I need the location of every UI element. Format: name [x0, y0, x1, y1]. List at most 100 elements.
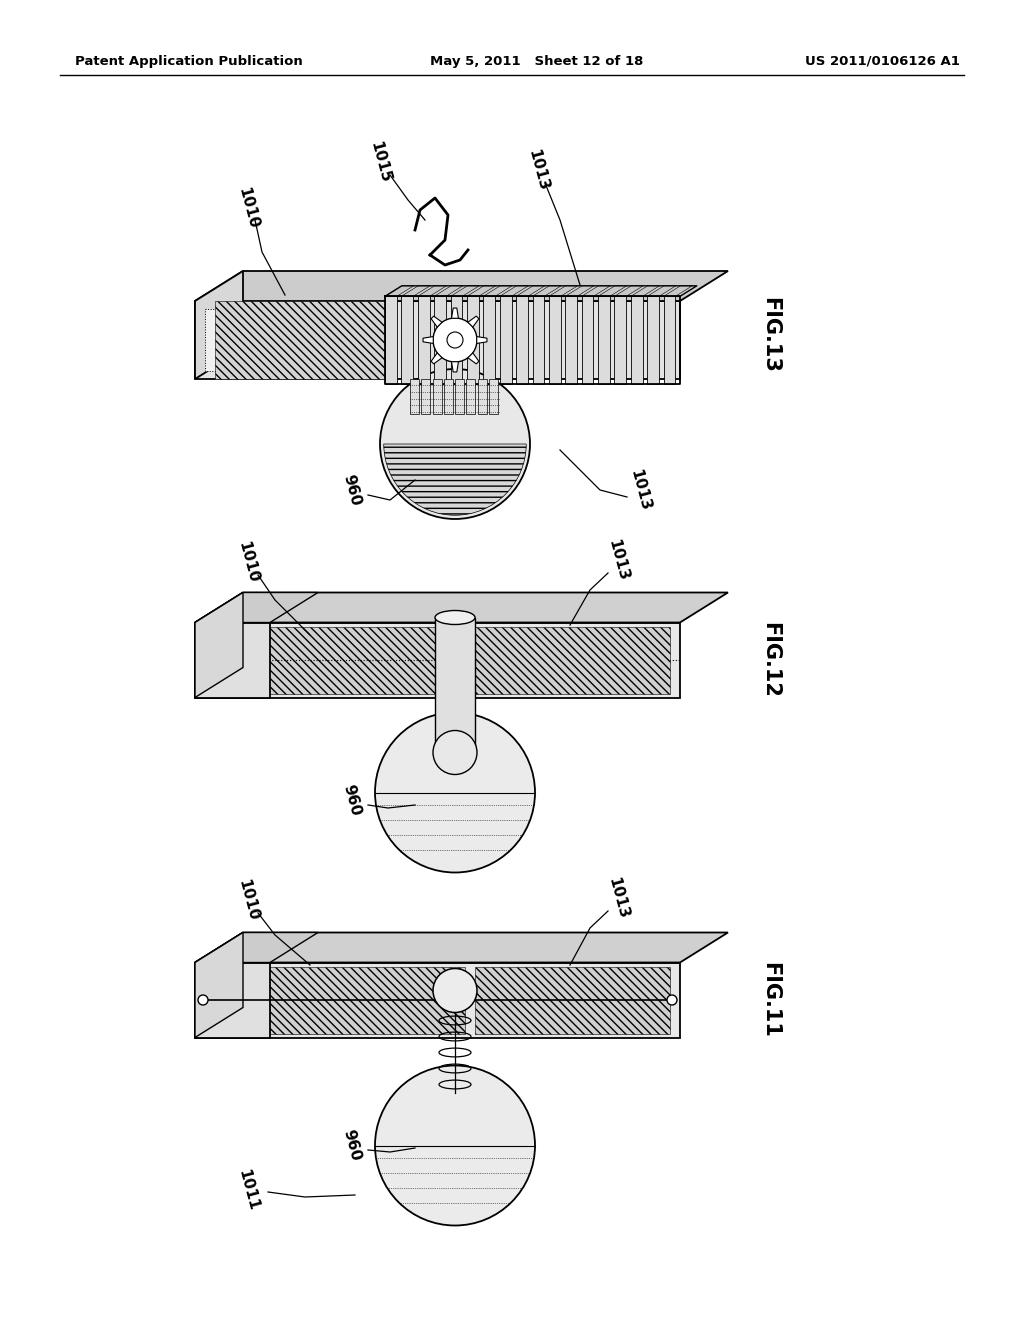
Text: FIG.12: FIG.12 — [760, 622, 780, 698]
Polygon shape — [385, 286, 414, 296]
Polygon shape — [598, 286, 627, 296]
Polygon shape — [475, 627, 670, 693]
Polygon shape — [598, 296, 610, 384]
Polygon shape — [455, 379, 464, 414]
Polygon shape — [205, 966, 465, 1034]
Polygon shape — [195, 962, 270, 1038]
Polygon shape — [205, 309, 375, 371]
Text: FIG.13: FIG.13 — [760, 297, 780, 374]
Polygon shape — [418, 296, 430, 384]
Text: 1010: 1010 — [236, 186, 261, 231]
Polygon shape — [195, 271, 728, 301]
Polygon shape — [431, 352, 442, 364]
Polygon shape — [664, 286, 692, 296]
Text: Patent Application Publication: Patent Application Publication — [75, 55, 303, 69]
Polygon shape — [647, 296, 659, 384]
Polygon shape — [385, 296, 397, 384]
Polygon shape — [516, 296, 528, 384]
Polygon shape — [500, 286, 528, 296]
Polygon shape — [483, 286, 512, 296]
Polygon shape — [418, 286, 446, 296]
Text: May 5, 2011   Sheet 12 of 18: May 5, 2011 Sheet 12 of 18 — [430, 55, 643, 69]
Polygon shape — [532, 286, 561, 296]
Polygon shape — [195, 593, 243, 697]
Polygon shape — [195, 932, 243, 1038]
Polygon shape — [467, 296, 479, 384]
Text: 1013: 1013 — [605, 537, 631, 582]
Polygon shape — [195, 932, 318, 962]
Text: 1013: 1013 — [628, 467, 652, 512]
Circle shape — [447, 333, 463, 348]
Polygon shape — [434, 286, 463, 296]
Polygon shape — [477, 337, 487, 343]
Polygon shape — [466, 379, 475, 414]
Ellipse shape — [435, 610, 475, 624]
Polygon shape — [431, 315, 442, 327]
Circle shape — [375, 1065, 535, 1225]
Circle shape — [198, 995, 208, 1005]
Polygon shape — [468, 352, 479, 364]
Polygon shape — [195, 623, 680, 697]
Polygon shape — [195, 593, 318, 623]
Polygon shape — [195, 932, 728, 962]
Polygon shape — [195, 623, 270, 697]
Text: 1011: 1011 — [236, 1168, 261, 1212]
Polygon shape — [664, 296, 676, 384]
Polygon shape — [549, 286, 578, 296]
Polygon shape — [215, 301, 385, 379]
Polygon shape — [195, 962, 680, 1038]
Polygon shape — [401, 296, 414, 384]
Polygon shape — [410, 379, 419, 414]
Polygon shape — [614, 296, 627, 384]
Polygon shape — [434, 296, 446, 384]
Polygon shape — [467, 286, 496, 296]
Text: 1010: 1010 — [236, 540, 261, 585]
Text: US 2011/0106126 A1: US 2011/0106126 A1 — [805, 55, 961, 69]
Circle shape — [433, 969, 477, 1012]
Polygon shape — [432, 379, 441, 414]
Wedge shape — [384, 444, 526, 515]
Polygon shape — [451, 286, 479, 296]
Polygon shape — [631, 296, 643, 384]
Text: 1013: 1013 — [525, 148, 551, 193]
Polygon shape — [195, 271, 243, 379]
Polygon shape — [477, 379, 486, 414]
Polygon shape — [565, 286, 594, 296]
Circle shape — [433, 318, 477, 362]
Circle shape — [380, 370, 530, 519]
Polygon shape — [582, 296, 594, 384]
Circle shape — [433, 730, 477, 775]
Text: 1010: 1010 — [236, 878, 261, 923]
Polygon shape — [452, 308, 459, 318]
Polygon shape — [451, 296, 463, 384]
Polygon shape — [582, 286, 610, 296]
Polygon shape — [500, 296, 512, 384]
Polygon shape — [443, 379, 453, 414]
Polygon shape — [195, 932, 243, 1038]
Text: 1013: 1013 — [605, 875, 631, 920]
Polygon shape — [195, 593, 728, 623]
Circle shape — [667, 995, 677, 1005]
Polygon shape — [401, 286, 430, 296]
Text: 960: 960 — [341, 783, 364, 817]
Polygon shape — [516, 286, 545, 296]
Polygon shape — [423, 337, 433, 343]
Polygon shape — [549, 296, 561, 384]
Text: FIG.11: FIG.11 — [760, 962, 780, 1038]
Text: 960: 960 — [341, 473, 364, 507]
Polygon shape — [195, 301, 680, 379]
Polygon shape — [452, 362, 459, 372]
Text: 960: 960 — [341, 1127, 364, 1163]
Polygon shape — [195, 593, 243, 697]
Polygon shape — [483, 296, 496, 384]
Polygon shape — [475, 966, 670, 1034]
Polygon shape — [205, 627, 465, 693]
Polygon shape — [647, 286, 676, 296]
Polygon shape — [565, 296, 578, 384]
Polygon shape — [488, 379, 498, 414]
Text: 1015: 1015 — [368, 140, 393, 185]
Polygon shape — [421, 379, 430, 414]
Polygon shape — [631, 286, 659, 296]
Polygon shape — [614, 286, 643, 296]
Polygon shape — [435, 618, 475, 752]
